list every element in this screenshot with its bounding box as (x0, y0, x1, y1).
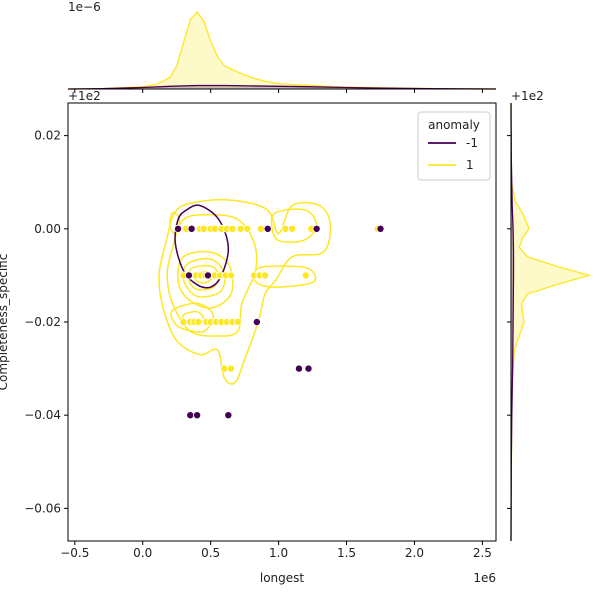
x-tick-label: 1.5 (337, 546, 356, 560)
x-tick-label: −0.5 (60, 546, 89, 560)
data-point-anomaly (186, 411, 195, 420)
data-point-normal (228, 224, 237, 233)
data-point-anomaly (376, 224, 385, 233)
y-axis-ticks: 0.02 0.00 −0.02 −0.04 −0.06 (24, 129, 68, 515)
data-point-normal (220, 364, 229, 373)
data-point-anomaly (187, 224, 196, 233)
data-point-normal (179, 317, 188, 326)
y-tick-label: −0.04 (24, 408, 61, 422)
kde-contours (158, 198, 332, 385)
legend: anomaly -1 1 (417, 111, 491, 181)
data-point-anomaly (203, 271, 212, 280)
y-tick-label: −0.06 (24, 501, 61, 515)
data-point-normal (261, 271, 270, 280)
data-point-normal (281, 224, 290, 233)
right-density-line (510, 102, 592, 542)
x-axis-ticks: −0.5 0.0 0.5 1.0 1.5 2.0 2.5 (60, 541, 492, 560)
y-tick-label: 0.02 (34, 129, 61, 143)
data-point-normal (210, 224, 219, 233)
legend-title: anomaly (428, 118, 480, 132)
y-tick-label: 0.00 (34, 222, 61, 236)
kde-contour-normal (270, 208, 318, 243)
data-point-anomaly (193, 411, 202, 420)
right-marginal-offset: +1e2 (511, 89, 544, 103)
data-point-normal (194, 317, 203, 326)
data-point-normal (227, 271, 236, 280)
top-density-fill (68, 12, 496, 89)
kde-contour-normal (170, 302, 215, 333)
data-point-normal (199, 224, 208, 233)
data-point-normal (256, 224, 265, 233)
scatter-points (174, 224, 385, 420)
x-axis-multiplier: 1e6 (473, 571, 496, 585)
x-axis-label: longest (260, 571, 305, 585)
data-point-anomaly (312, 224, 321, 233)
kde-contour-normal (252, 265, 317, 288)
kde-contour-normal (177, 250, 234, 309)
data-point-normal (233, 317, 242, 326)
x-tick-label: 0.0 (133, 546, 152, 560)
kde-contour-anomaly (174, 204, 230, 289)
data-point-normal (301, 271, 310, 280)
top-density-line (67, 10, 497, 90)
x-tick-label: 2.0 (405, 546, 424, 560)
kde-contour-normal (182, 257, 226, 298)
data-point-anomaly (294, 364, 303, 373)
top-marginal-multiplier: 1e−6 (68, 0, 101, 14)
data-point-anomaly (304, 364, 313, 373)
x-tick-label: 1.0 (269, 546, 288, 560)
y-axis-label: Completeness_specific (0, 254, 10, 391)
data-point-anomaly (224, 411, 233, 420)
data-point-normal (243, 224, 252, 233)
top-marginal-plot (67, 10, 497, 93)
kde-contour-normal (166, 214, 258, 337)
top-density-line (67, 84, 497, 90)
data-point-anomaly (263, 224, 272, 233)
y-tick-label: −0.02 (24, 315, 61, 329)
right-density-fill (511, 103, 589, 541)
y-axis-offset: +1e2 (68, 89, 101, 103)
right-marginal-plot (507, 102, 592, 542)
data-point-normal (227, 364, 236, 373)
main-scatter-plot: −0.5 0.0 0.5 1.0 1.5 2.0 2.5 0.02 0.00 −0.02 −0.0… (24, 102, 497, 560)
data-point-anomaly (184, 271, 193, 280)
legend-label: 1 (466, 158, 474, 172)
x-tick-label: 0.5 (201, 546, 220, 560)
right-density-line (510, 102, 515, 542)
kde-contour-normal (158, 198, 332, 385)
x-tick-label: 2.5 (473, 546, 492, 560)
kde-contour-normal (187, 264, 220, 291)
data-point-anomaly (252, 317, 261, 326)
data-point-anomaly (174, 224, 183, 233)
legend-label: -1 (466, 136, 478, 150)
data-point-normal (236, 224, 245, 233)
data-point-normal (288, 224, 297, 233)
legend-entries: -1 1 (428, 136, 478, 172)
legend-box (417, 111, 491, 181)
